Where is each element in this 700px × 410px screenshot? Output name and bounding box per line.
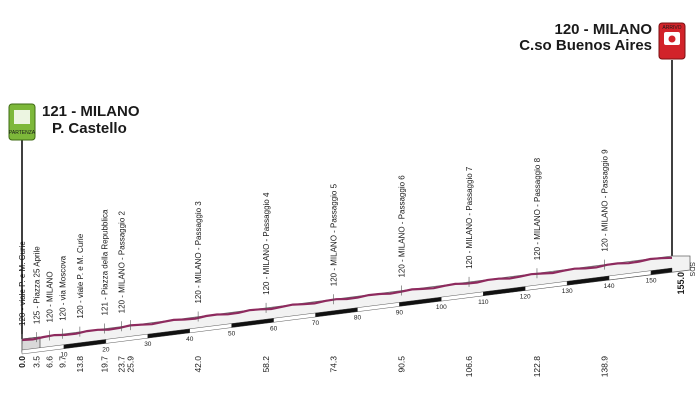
waypoints: 120 - viale P. e M. Curie 0.0 125 - Piazza… [17,149,686,377]
km-tick-label: 60 [270,325,278,332]
waypoint-km-label: 90.5 [397,356,407,373]
km-tick-label: 90 [396,309,404,316]
start-badge: PARTENZA [9,130,36,136]
start-title: 121 - MILANO [42,103,140,120]
km-tick-label: 140 [604,283,615,290]
start-place: P. Castello [52,120,127,137]
waypoint-label: 120 - MILANO - Passaggio 6 [398,175,407,278]
waypoint-label: 120 - viale P. e M. Curie [18,241,27,326]
waypoint-km-label: 19.7 [100,356,110,373]
km-tick-label: 70 [312,320,320,327]
waypoint-km-label: 74.3 [329,356,339,373]
km-tick-labels: 10 20 30 40 50 60 70 80 90 100 110 120 130 140 150 [60,278,657,359]
km-tick-label: 50 [228,331,236,338]
waypoint-km-label: 0.0 [17,356,27,368]
waypoint-label: 120 - viale P. e M. Curie [76,233,85,318]
waypoint-km-label: 58.2 [261,356,271,373]
waypoint-km-label: 25.9 [126,356,136,373]
finish-marker: ARRIVO 120 - MILANO C.so Buenos Aires [519,21,686,256]
waypoint-km-label: 23.7 [116,356,126,373]
km-tick-label: 10 [60,352,68,359]
km-tick-label: 130 [562,288,573,295]
waypoint-label: 120 - MILANO - Passaggio 7 [465,166,474,269]
start-flag-glyph [14,110,30,124]
waypoint-km-label: 9.7 [58,356,68,368]
sds-label: SDS [688,262,695,277]
waypoint-km-label: 42.0 [193,356,203,373]
finish-title: 120 - MILANO [554,21,652,38]
finish-camera-lens [668,35,676,43]
elevation-profile: 10 20 30 40 50 60 70 80 90 100 110 120 130 140 150 120… [17,149,695,377]
profile-line [21,256,673,342]
km-tick-label: 80 [354,315,362,322]
waypoint-label: 125 - Piazza 25 Aprile [33,246,42,324]
km-tick-label: 150 [646,278,657,285]
km-tick-label: 20 [102,346,110,353]
finish-place: C.so Buenos Aires [519,37,652,54]
km-tick-label: 100 [436,304,447,311]
waypoint-km-label: 138.9 [599,356,609,378]
waypoint-label: 120 - MILANO - Passaggio 9 [600,149,609,252]
waypoint-km-label: 13.8 [75,356,85,373]
km-scale-segment [650,267,673,275]
waypoint-label: 120 - MILANO - Passaggio 4 [262,192,271,295]
waypoint-km-label: 106.6 [464,356,474,378]
waypoint-label: 120 - via Moscova [59,255,68,320]
waypoint-label: 121 - Piazza della Repubblica [101,209,110,315]
waypoint-label: 120 - MILANO - Passaggio 5 [330,183,339,286]
km-tick-label: 40 [186,336,194,343]
waypoint-km-label: 6.6 [45,356,55,368]
waypoint-label: 120 - MILANO - Passaggio 8 [533,157,542,260]
km-scale [21,267,673,355]
km-tick-label: 30 [144,341,152,348]
waypoint-km-label: 3.5 [32,356,42,368]
waypoint-label: 120 - MILANO [46,271,55,322]
waypoint-label: 120 - MILANO - Passaggio 3 [194,201,203,304]
km-tick-label: 110 [478,299,489,306]
finish-badge: ARRIVO [662,25,681,31]
waypoint-km-label: 122.8 [532,356,542,378]
km-tick-label: 120 [520,294,531,301]
total-distance-label: 155.0 [676,272,686,295]
waypoint-label: 120 - MILANO - Passaggio 2 [117,210,126,313]
start-marker: PARTENZA 121 - MILANO P. Castello [8,103,140,339]
